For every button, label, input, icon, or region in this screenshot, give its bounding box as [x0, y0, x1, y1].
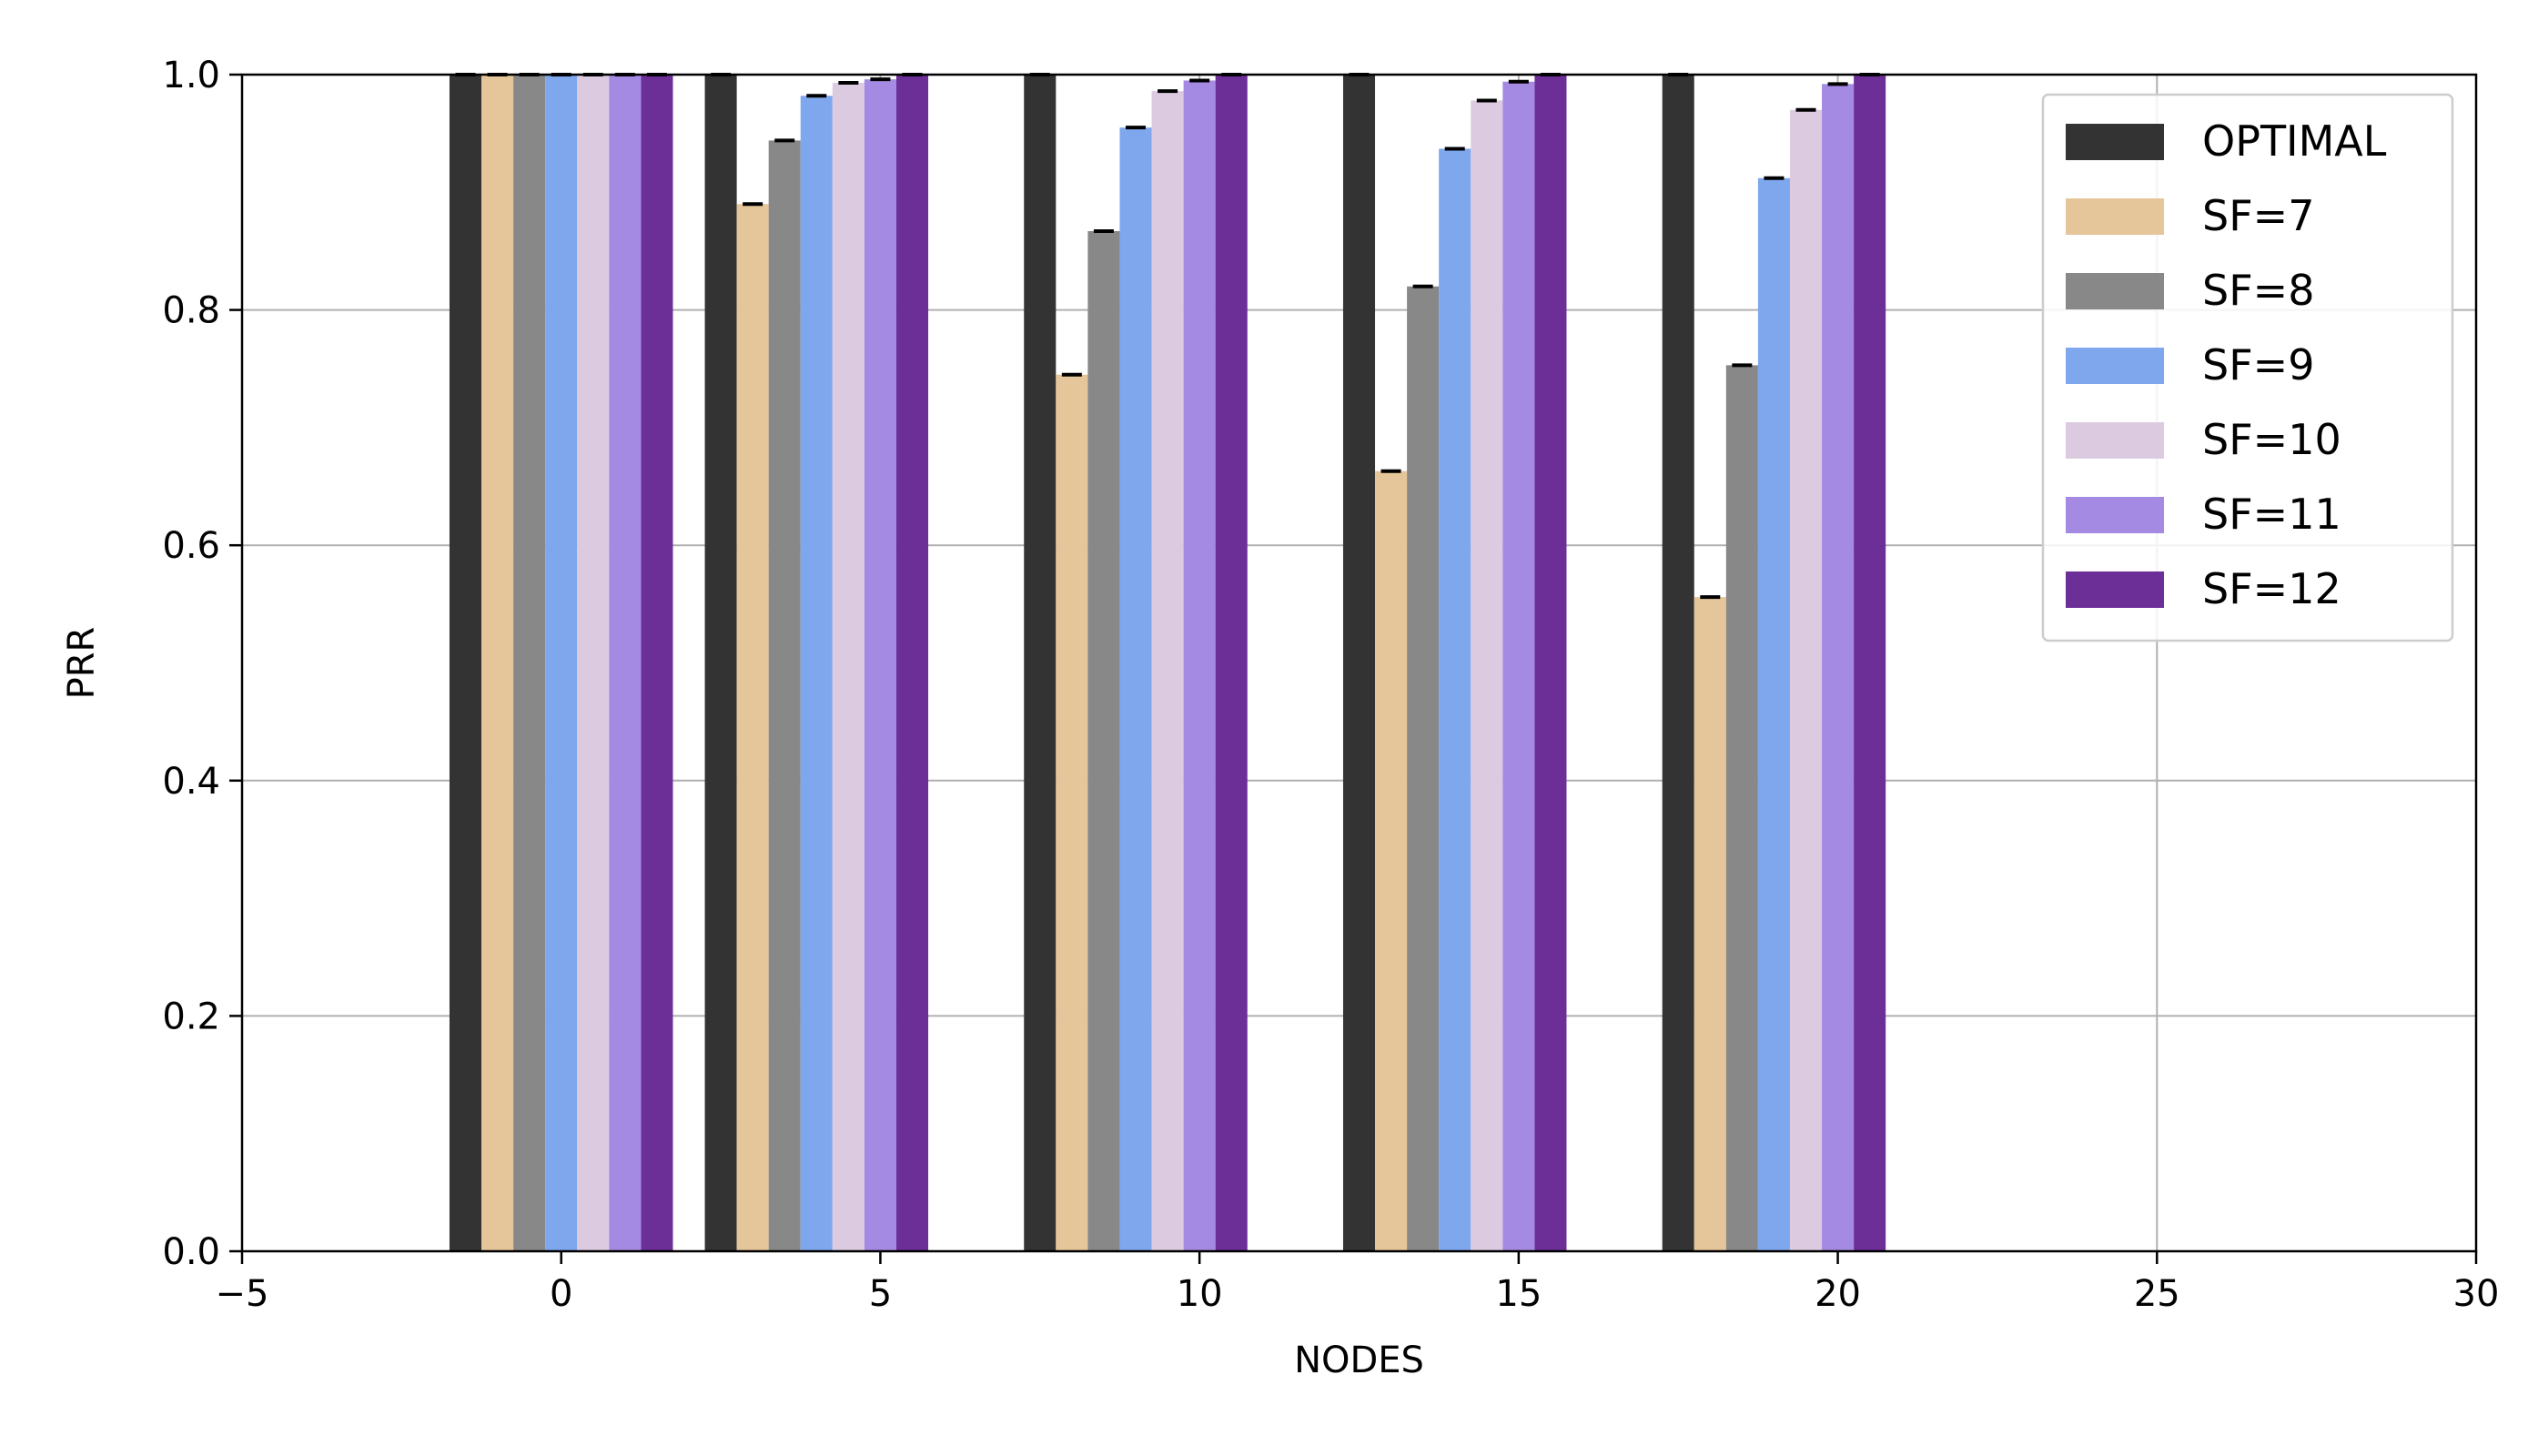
plot-frame — [240, 73, 2478, 1253]
bar-sf-8-group-2 — [1087, 230, 1120, 1251]
bar-optimal-group-4 — [1662, 75, 1694, 1251]
y-tick-label: 0.0 — [162, 1231, 220, 1273]
legend-label: SF=11 — [2202, 490, 2341, 539]
bar-sf-8-group-4 — [1725, 365, 1758, 1252]
bar-sf-11-group-1 — [864, 79, 896, 1251]
legend-label: SF=8 — [2202, 266, 2314, 315]
y-tick-label: 0.2 — [162, 996, 220, 1037]
bar-sf-11-group-0 — [609, 75, 642, 1251]
y-tick-label: 1.0 — [162, 55, 220, 96]
legend-swatch — [2066, 571, 2164, 608]
legend-swatch — [2066, 348, 2164, 384]
bar-sf-12-group-2 — [1215, 75, 1248, 1251]
bar-sf-7-group-0 — [481, 75, 514, 1251]
bar-sf-12-group-4 — [1854, 75, 1886, 1251]
bar-optimal-group-1 — [704, 75, 737, 1251]
legend-swatch — [2066, 422, 2164, 459]
bar-sf-11-group-3 — [1502, 81, 1535, 1251]
bar-optimal-group-2 — [1024, 75, 1057, 1251]
bar-sf-7-group-2 — [1056, 374, 1088, 1252]
bar-sf-12-group-1 — [895, 75, 929, 1251]
legend-swatch — [2066, 497, 2164, 533]
bar-sf-9-group-0 — [545, 75, 578, 1251]
x-tick-label: 15 — [1495, 1273, 1542, 1315]
bar-sf-7-group-3 — [1375, 470, 1408, 1251]
legend-label: SF=10 — [2202, 415, 2341, 464]
axis-ticks: −5 0 5 10 15 20 25 30 0.0 0.2 0.4 0.6 0.8 1.0 — [162, 55, 2499, 1315]
x-tick-label: 5 — [869, 1273, 892, 1315]
bar-sf-9-group-1 — [800, 96, 833, 1251]
bar-sf-7-group-1 — [736, 204, 769, 1252]
bar-sf-10-group-1 — [832, 83, 864, 1251]
y-tick-label: 0.8 — [162, 290, 220, 332]
bar-sf-9-group-2 — [1119, 127, 1152, 1251]
bar-sf-9-group-3 — [1439, 148, 1471, 1252]
x-tick-label: 20 — [1815, 1273, 1861, 1315]
legend-swatch — [2066, 124, 2164, 160]
x-tick-label: 10 — [1177, 1273, 1223, 1315]
x-tick-label: 30 — [2453, 1273, 2500, 1315]
bar-optimal-group-3 — [1342, 75, 1376, 1251]
bar-sf-12-group-3 — [1534, 75, 1567, 1251]
bar-sf-8-group-3 — [1407, 286, 1440, 1251]
bar-sf-10-group-4 — [1789, 109, 1823, 1251]
bar-sf-7-group-4 — [1694, 597, 1726, 1251]
x-tick-label: −5 — [216, 1273, 269, 1315]
legend-label: SF=7 — [2202, 191, 2314, 240]
bar-sf-8-group-0 — [513, 75, 546, 1251]
x-tick-label: 0 — [550, 1273, 572, 1315]
bars — [449, 75, 1886, 1252]
y-tick-label: 0.6 — [162, 525, 220, 567]
x-axis-label: NODES — [1294, 1340, 1424, 1381]
bar-optimal-group-0 — [449, 75, 482, 1251]
bar-sf-10-group-2 — [1151, 91, 1184, 1251]
x-tick-label: 25 — [2134, 1273, 2180, 1315]
legend-swatch — [2066, 198, 2164, 235]
legend-label: OPTIMAL — [2202, 116, 2387, 166]
bar-sf-9-group-4 — [1757, 177, 1790, 1252]
bar-sf-8-group-1 — [768, 140, 801, 1252]
bar-sf-11-group-4 — [1822, 84, 1855, 1252]
bar-sf-11-group-2 — [1183, 80, 1216, 1252]
legend-label: SF=12 — [2202, 564, 2341, 613]
bar-sf-10-group-3 — [1471, 100, 1503, 1251]
y-axis-label: PRR — [61, 627, 103, 700]
bar-sf-12-group-0 — [641, 75, 673, 1251]
legend-label: SF=9 — [2202, 340, 2314, 389]
legend-swatch — [2066, 273, 2164, 309]
bar-sf-10-group-0 — [577, 75, 610, 1251]
legend: OPTIMAL SF=7 SF=8 SF=9 SF=10 SF=11 SF=12 — [2041, 93, 2454, 642]
y-tick-label: 0.4 — [162, 761, 220, 803]
